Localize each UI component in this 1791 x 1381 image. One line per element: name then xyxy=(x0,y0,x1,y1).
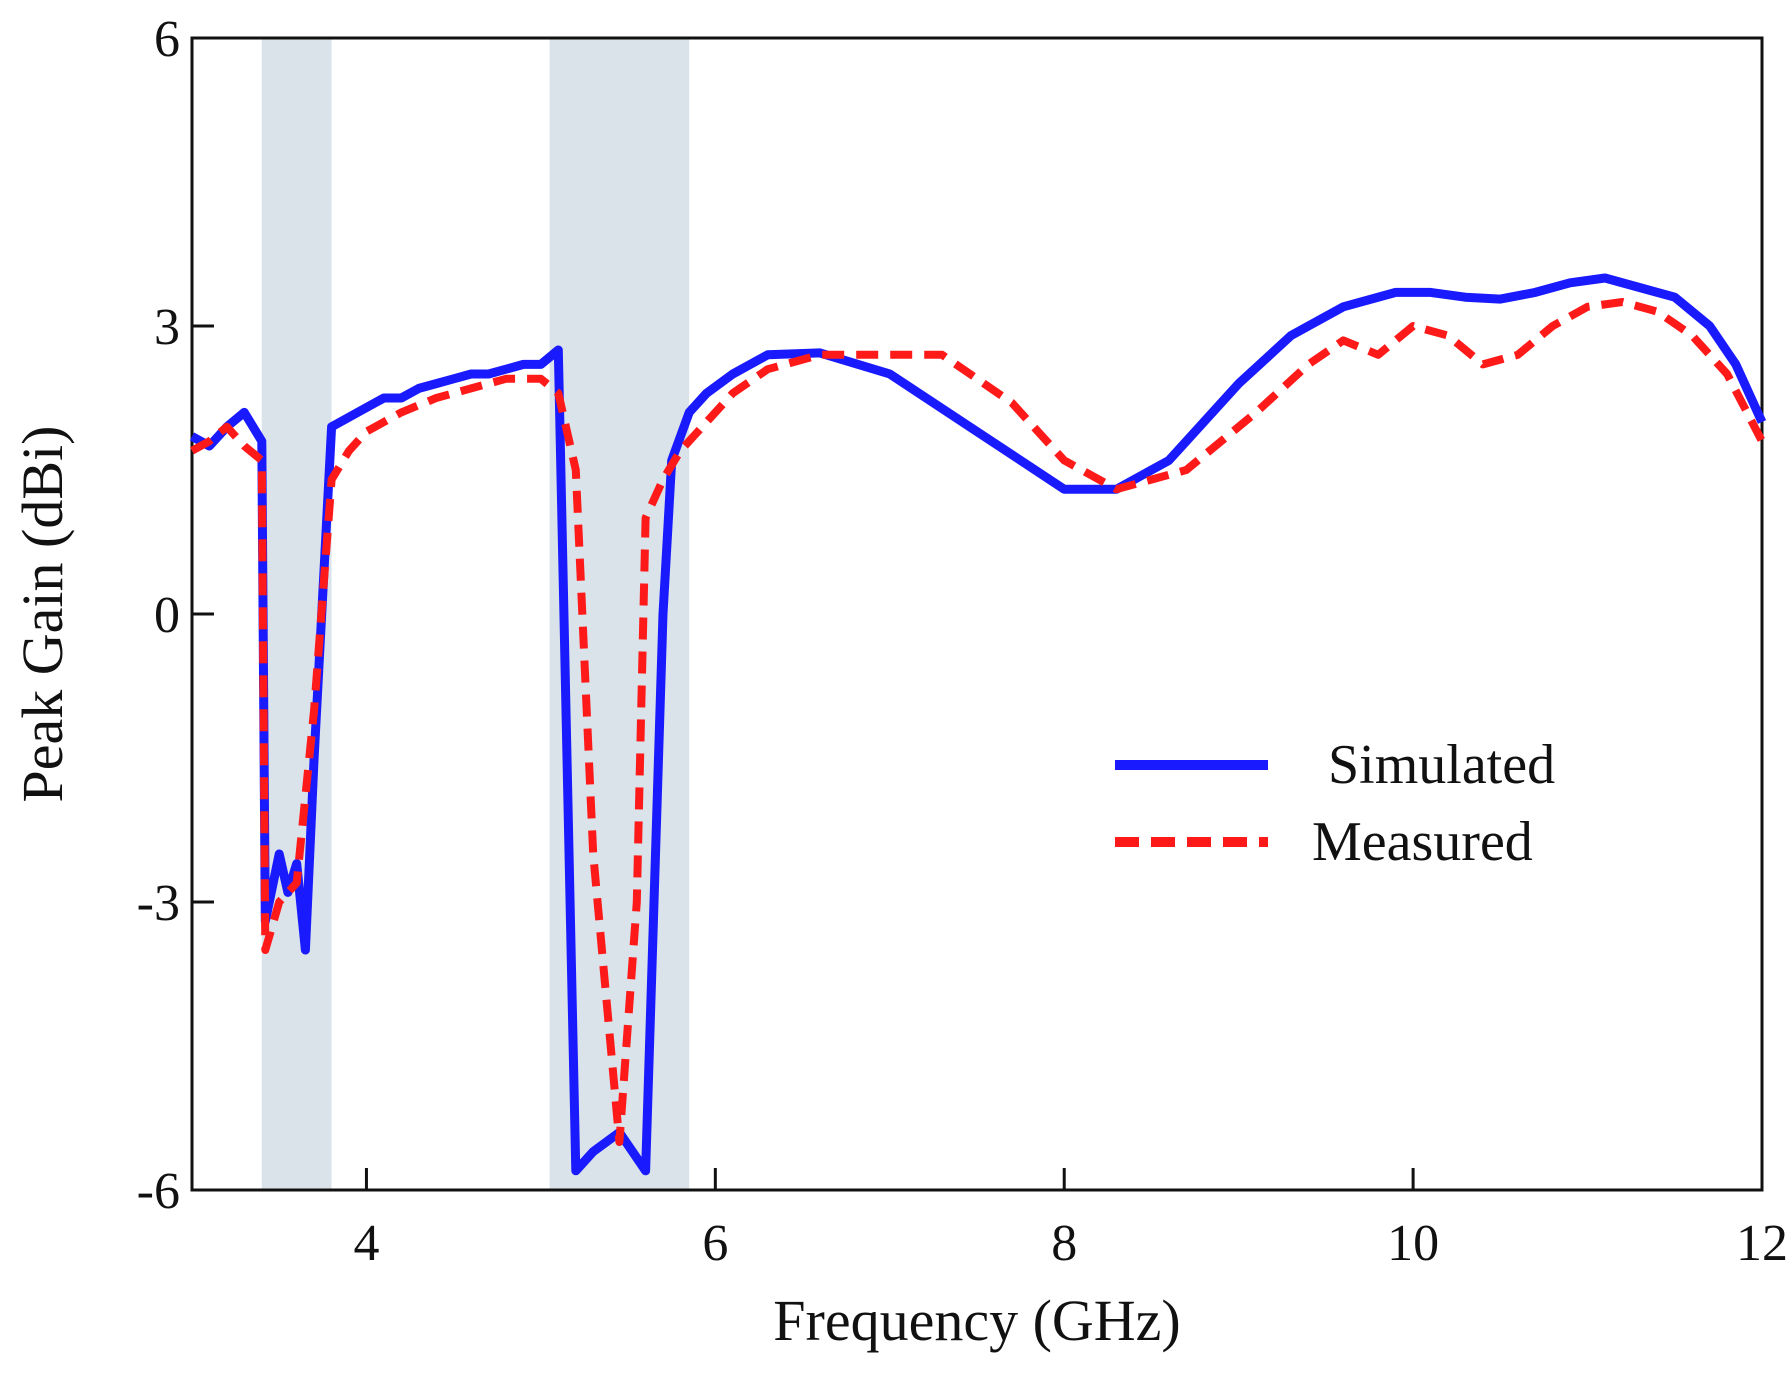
y-tick-label: -6 xyxy=(137,1163,180,1220)
y-tick-label: 6 xyxy=(154,11,180,68)
y-tick-label: 0 xyxy=(154,587,180,644)
plot-area-frame xyxy=(190,36,1764,1192)
series-line-simulated xyxy=(189,273,1767,1176)
x-tick-label: 4 xyxy=(353,1215,379,1272)
axis-ticks: 4 6 8 10 12 6 3 0 -3 -6 xyxy=(137,11,1788,1272)
series-line-measured xyxy=(190,298,1766,1146)
x-tick-label: 12 xyxy=(1736,1215,1788,1272)
y-axis-label: Peak Gain (dBi) xyxy=(10,426,75,803)
legend-label-simulated: Simulated xyxy=(1328,734,1555,796)
y-tick-label: -3 xyxy=(137,875,180,932)
x-axis-label: Frequency (GHz) xyxy=(773,1288,1180,1353)
x-tick-label: 8 xyxy=(1051,1215,1077,1272)
x-tick-label: 6 xyxy=(702,1215,728,1272)
y-tick-label: 3 xyxy=(154,299,180,356)
legend-label-measured: Measured xyxy=(1312,811,1533,873)
x-tick-label: 10 xyxy=(1387,1215,1439,1272)
legend: Simulated Measured xyxy=(1115,734,1555,873)
series-lines xyxy=(189,273,1767,1176)
